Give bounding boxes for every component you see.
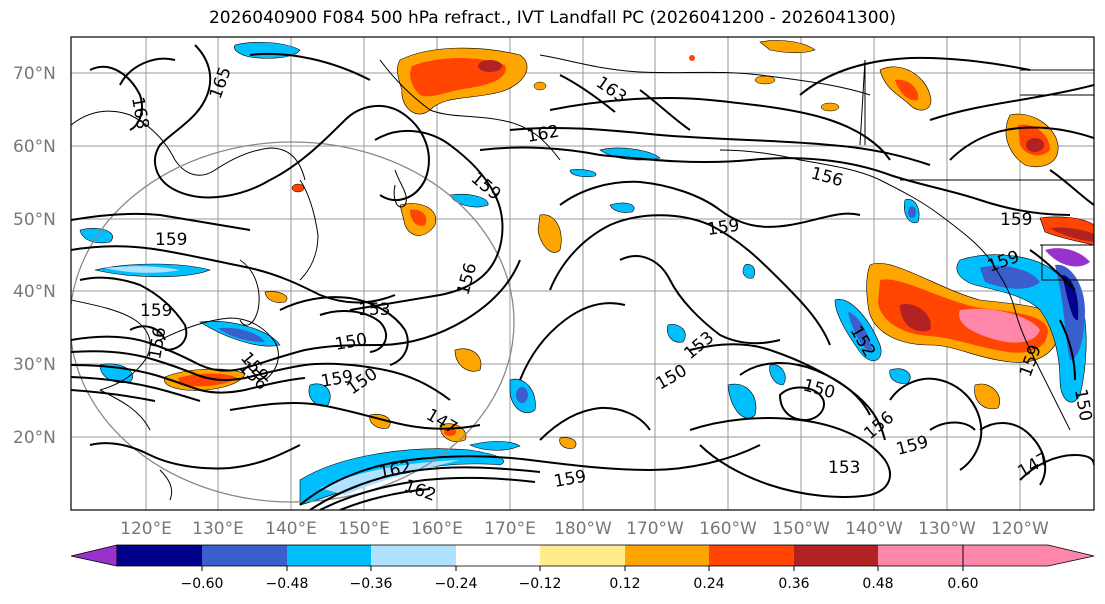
lon-label: 160°E [411, 519, 463, 539]
colorbar-segment [625, 545, 709, 566]
colorbar-tick-label: 0.24 [693, 576, 724, 592]
lon-label: 150°E [338, 519, 390, 539]
lat-label: 70°N [13, 64, 56, 84]
colorbar-segment [287, 545, 371, 566]
lat-label: 60°N [13, 137, 56, 157]
colorbar-segment [456, 545, 540, 566]
lon-label: 150°W [772, 519, 830, 539]
map-frame [70, 36, 1095, 511]
lon-label: 160°W [699, 519, 757, 539]
region-circle [71, 141, 515, 503]
lon-label: 170°E [484, 519, 536, 539]
ivt-shading [79, 40, 1094, 506]
colorbar-segment [371, 545, 456, 566]
colorbar-tick-label: 0.48 [862, 576, 893, 592]
lat-label: 30°N [13, 355, 56, 375]
coastlines [71, 54, 1094, 501]
colorbar-segment [709, 545, 794, 566]
colorbar-segment [878, 545, 963, 566]
colorbar-tick-label: 0.36 [778, 576, 809, 592]
lat-label: 50°N [13, 210, 56, 230]
lon-label: 180°W [554, 519, 612, 539]
refractivity-contours [71, 44, 1094, 510]
contour-label: 150 [1070, 387, 1095, 422]
colorbar-segment [202, 545, 287, 566]
colorbar-tick-label: −0.12 [519, 576, 562, 592]
map-title: 2026040900 F084 500 hPa refract., IVT La… [208, 8, 896, 28]
lon-label: 130°W [918, 519, 976, 539]
contour-label: 159 [155, 230, 187, 250]
contour-label: 153 [828, 458, 860, 478]
lon-label: 120°W [991, 519, 1049, 539]
colorbar-tick-label: 0.12 [609, 576, 640, 592]
colorbar-tick-label: −0.36 [350, 576, 393, 592]
colorbar-segment [117, 545, 202, 566]
colorbar: −0.60 −0.48 −0.36 −0.24 −0.12 0.12 0.24 … [70, 544, 1095, 592]
contour-label: 159 [1000, 210, 1032, 230]
lon-label: 120°E [120, 519, 172, 539]
map-plot-area: 165 168 163 162 159 156 159 159 159 159 … [71, 37, 1095, 510]
lat-label: 40°N [13, 282, 56, 302]
latitude-labels: 70°N 60°N 50°N 40°N 30°N 20°N [13, 64, 56, 448]
longitude-labels: 120°E 130°E 140°E 150°E 160°E 170°E 180°… [120, 519, 1049, 539]
colorbar-tick-label: −0.24 [435, 576, 478, 592]
lat-label: 20°N [13, 428, 56, 448]
lon-label: 170°W [626, 519, 684, 539]
colorbar-tick-label: −0.60 [181, 576, 224, 592]
colorbar-extend-low [70, 544, 118, 567]
colorbar-tick-label: −0.48 [266, 576, 309, 592]
contour-label: 153 [358, 300, 390, 320]
lon-label: 140°W [845, 519, 903, 539]
lon-label: 140°E [265, 519, 317, 539]
colorbar-segment [540, 545, 625, 566]
colorbar-tick-label: 0.60 [947, 576, 978, 592]
contour-label: 159 [140, 301, 172, 321]
lon-label: 130°E [192, 519, 244, 539]
colorbar-segment [794, 545, 878, 566]
contour-label: 159 [706, 216, 741, 240]
colorbar-extend-high [962, 544, 1095, 567]
